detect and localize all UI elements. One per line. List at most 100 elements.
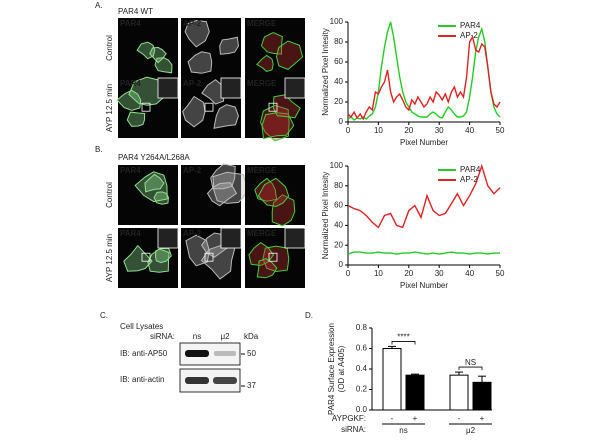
y-tick-label: 80 — [334, 181, 343, 190]
x-tick-label: 10 — [374, 126, 383, 135]
x-tick-label: 40 — [465, 269, 474, 278]
cell — [261, 112, 295, 140]
inset — [284, 77, 306, 99]
micrograph — [245, 18, 305, 78]
cell — [201, 79, 225, 105]
significance-label: NS — [465, 358, 476, 367]
channel-label: PAR4 — [120, 229, 141, 238]
row-label: Control — [105, 182, 114, 208]
x-tick-label: 10 — [374, 269, 383, 278]
y-tick-label: 40 — [334, 221, 343, 230]
y-tick-label: 0.4 — [356, 364, 368, 373]
group-label: μ2 — [466, 426, 476, 435]
y-tick-label: 100 — [330, 17, 344, 26]
y-tick-label: 20 — [334, 240, 343, 249]
cell — [116, 89, 142, 111]
y-tick-label: 80 — [334, 37, 343, 46]
y-tick-label: 60 — [334, 201, 343, 210]
blot-label: IB: anti-actin — [120, 375, 164, 384]
marker-label: 50 — [247, 349, 256, 358]
blot — [179, 342, 241, 393]
y-tick-label: 0.8 — [356, 323, 368, 332]
line-series — [347, 21, 501, 121]
micrograph — [118, 18, 178, 78]
blot-label: IB: anti-AP50 — [120, 349, 168, 358]
legend-label: PAR4 — [460, 165, 481, 174]
inset — [220, 77, 242, 99]
legend-label: PAR4 — [460, 21, 481, 30]
significance-bracket — [458, 366, 483, 371]
x-tick-label: 40 — [465, 126, 474, 135]
y-tick-label: 0.0 — [356, 405, 368, 414]
line-series — [347, 163, 501, 229]
x-tick-label: + — [480, 414, 485, 423]
bar — [449, 374, 469, 411]
cell — [260, 32, 283, 55]
panel-title: PAR4 Y264A/L268A — [118, 153, 190, 162]
cell — [271, 194, 296, 227]
lane-label: μ2 — [220, 332, 230, 341]
cell — [275, 40, 304, 70]
y-tick-label: 0.2 — [356, 385, 368, 394]
cell — [182, 95, 206, 128]
x-tick-label: 0 — [346, 126, 351, 135]
cell — [262, 245, 290, 273]
x-tick-label: 50 — [496, 126, 505, 135]
roi-box — [141, 252, 151, 262]
roi-box — [141, 102, 151, 112]
inset — [157, 77, 179, 99]
x-tick-label: 0 — [346, 269, 351, 278]
panel-label: C. — [100, 311, 108, 320]
cell — [210, 163, 236, 190]
line-series — [347, 35, 501, 121]
y-tick-label: 100 — [330, 161, 344, 170]
y-tick-label: 0.6 — [356, 344, 368, 353]
y-tick-label: 60 — [334, 57, 343, 66]
lane-row-label: siRNA: — [150, 332, 175, 341]
row-label: AYP 12.5 min — [105, 234, 114, 282]
legend-label: AP-2 — [460, 31, 478, 40]
roi-box — [204, 252, 214, 262]
channel-label: MERGE — [247, 19, 277, 28]
channel-label: AP-2 — [183, 19, 202, 28]
x-tick-label: - — [458, 414, 461, 423]
cell — [153, 191, 170, 205]
panel-title: PAR4 WT — [118, 7, 153, 16]
micrograph — [245, 165, 305, 225]
x-tick-label: 20 — [404, 126, 413, 135]
legend-label: AP-2 — [460, 175, 478, 184]
y-tick-label: 40 — [334, 77, 343, 86]
blot-heading: Cell Lysates — [120, 322, 163, 331]
panel-label: B. — [95, 145, 103, 154]
x-tick-label: 20 — [404, 269, 413, 278]
roi-box — [204, 102, 214, 112]
bar — [405, 374, 425, 411]
cell — [254, 177, 278, 202]
cell — [187, 51, 213, 74]
y-axis-label: Normalized Pixel Intesity — [321, 28, 330, 116]
channel-label: MERGE — [247, 229, 277, 238]
cell — [219, 36, 240, 55]
x-tick-label: - — [391, 414, 394, 423]
x-tick-label: + — [413, 414, 418, 423]
channel-label: PAR4 — [120, 166, 141, 175]
group-label: ns — [399, 426, 407, 435]
bar — [472, 381, 492, 411]
lane-label: ns — [193, 332, 201, 341]
y-axis-label: (OD at A405) — [337, 345, 346, 392]
cell — [147, 248, 170, 273]
panel-label: D. — [305, 311, 313, 320]
x-tick-label: 30 — [435, 269, 444, 278]
row-label: AYPGKF: — [332, 414, 366, 423]
cell — [134, 171, 168, 203]
inset — [157, 227, 179, 249]
channel-label: AP-2 — [183, 229, 202, 238]
bar — [382, 348, 402, 411]
channel-label: AP-2 — [183, 166, 202, 175]
row-label: Control — [105, 35, 114, 61]
channel-label: PAR4 — [120, 79, 141, 88]
x-tick-label: 50 — [496, 269, 505, 278]
cell — [144, 173, 165, 193]
cell — [184, 19, 210, 48]
